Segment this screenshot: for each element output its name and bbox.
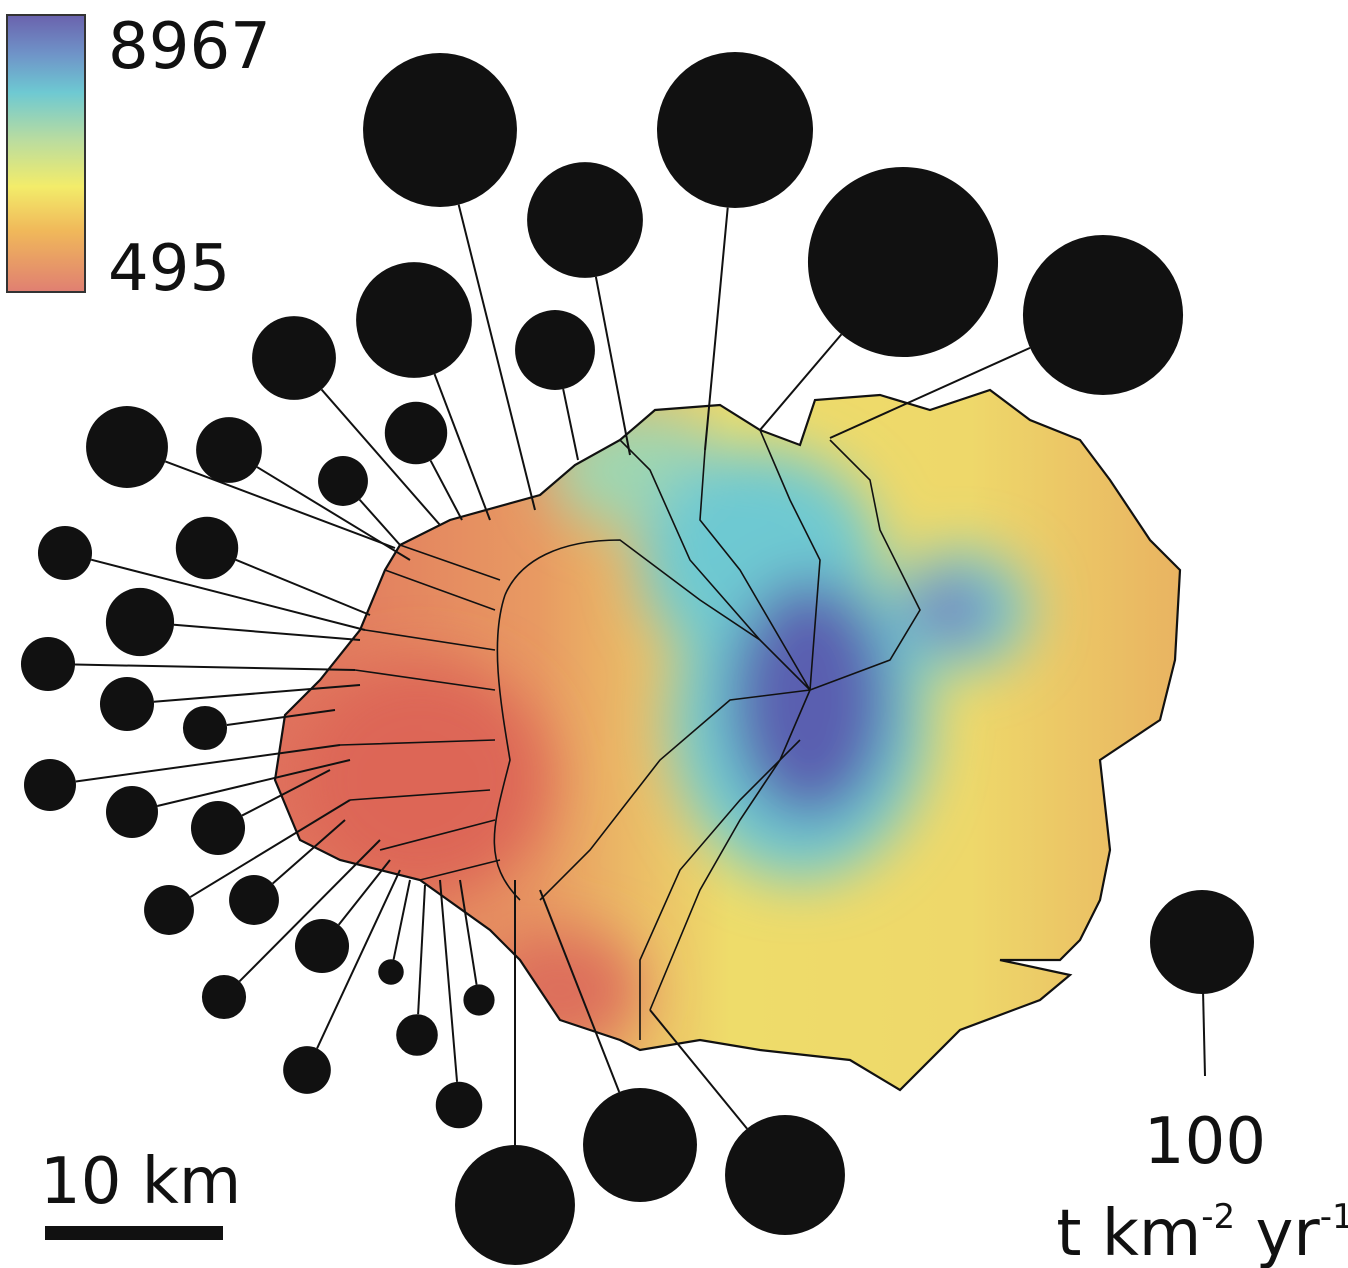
erosion-circle — [378, 959, 403, 984]
reference-circle — [1150, 890, 1254, 994]
leader-line — [394, 880, 410, 960]
erosion-circle — [385, 402, 447, 464]
erosion-circle — [191, 801, 245, 855]
erosion-circle — [202, 975, 246, 1019]
erosion-circle — [144, 885, 194, 935]
erosion-circle — [24, 759, 76, 811]
leader-line — [236, 560, 370, 615]
reference-stem — [1203, 990, 1205, 1076]
reference-unit: t km-2 yr-1 — [1056, 1197, 1348, 1268]
colorbar-min-label: 495 — [108, 232, 230, 306]
erosion-circle — [725, 1115, 845, 1235]
unit-exponent: -2 — [1201, 1197, 1235, 1237]
island-relief — [250, 380, 1210, 1120]
erosion-circle — [363, 53, 517, 207]
erosion-circle — [583, 1088, 697, 1202]
erosion-circle — [808, 167, 998, 357]
erosion-circle — [455, 1145, 575, 1265]
erosion-circle — [283, 1046, 331, 1094]
erosion-circle — [657, 52, 813, 208]
erosion-circle — [176, 517, 238, 579]
erosion-circle — [183, 706, 227, 750]
unit-text: yr — [1235, 1197, 1320, 1268]
scale-bar-label: 10 km — [40, 1145, 241, 1219]
erosion-circle — [463, 984, 494, 1015]
page: {"colorbar": {"max_label": 8967, "min_la… — [0, 0, 1348, 1268]
erosion-circle — [356, 262, 472, 378]
erosion-circle — [86, 406, 168, 488]
erosion-circle — [295, 919, 349, 973]
unit-exponent: -1 — [1320, 1197, 1348, 1237]
erosion-circle — [196, 417, 262, 483]
erosion-circle — [515, 310, 595, 390]
erosion-circle — [527, 162, 643, 278]
unit-text: t km — [1056, 1197, 1201, 1268]
erosion-circle — [436, 1082, 483, 1129]
leader-line — [563, 389, 578, 460]
colorbar-max-label: 8967 — [108, 10, 271, 84]
leader-line — [596, 277, 630, 455]
leader-line — [418, 885, 425, 1014]
scale-bar — [45, 1226, 223, 1240]
colorbar — [7, 15, 85, 292]
map-figure: 8967 495 10 km 100 t km-2 yr-1 — [0, 0, 1348, 1268]
leader-line — [174, 625, 360, 640]
leader-line — [75, 665, 355, 670]
erosion-circle — [1023, 235, 1183, 395]
leader-line — [431, 461, 462, 520]
erosion-circle — [100, 677, 154, 731]
reference-value: 100 — [1144, 1105, 1266, 1179]
erosion-circle — [318, 456, 368, 506]
erosion-circle — [106, 786, 158, 838]
erosion-circle — [38, 526, 92, 580]
leader-line — [339, 860, 390, 925]
leader-line — [440, 880, 457, 1082]
erosion-circle — [229, 875, 279, 925]
erosion-circle — [252, 316, 336, 400]
erosion-circle — [396, 1014, 438, 1056]
leader-line — [360, 500, 400, 545]
erosion-circle — [106, 588, 174, 656]
erosion-circle — [21, 637, 75, 691]
